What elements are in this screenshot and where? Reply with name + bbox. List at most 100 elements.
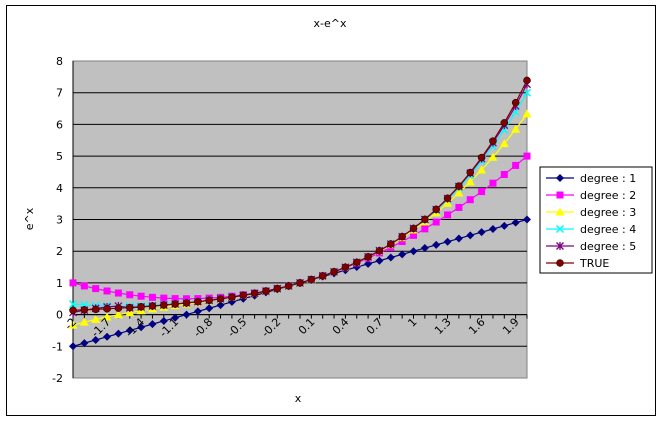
data-point — [194, 297, 202, 306]
data-point — [68, 300, 78, 309]
data-point — [454, 234, 463, 243]
data-point — [478, 188, 486, 196]
data-point — [182, 310, 191, 319]
data-point — [79, 317, 89, 326]
data-point — [500, 119, 509, 127]
data-point — [148, 320, 157, 329]
data-point — [522, 109, 532, 118]
data-point — [511, 98, 520, 107]
data-point — [330, 268, 338, 276]
legend-marker — [556, 174, 564, 182]
data-point — [69, 306, 77, 315]
y-tick-label: 2 — [56, 245, 63, 258]
data-point — [171, 313, 180, 322]
data-point — [193, 307, 202, 316]
data-point — [488, 225, 497, 234]
data-point — [296, 279, 304, 287]
legend-marker — [556, 242, 564, 250]
data-point — [353, 258, 361, 267]
data-point — [182, 299, 191, 307]
data-point — [148, 293, 156, 301]
data-point — [69, 342, 77, 351]
data-point — [511, 124, 521, 133]
data-point — [398, 238, 406, 246]
data-point — [262, 287, 270, 295]
data-point — [126, 291, 134, 299]
data-point — [183, 295, 190, 303]
y-tick-label: 8 — [56, 55, 63, 68]
data-point — [465, 177, 475, 186]
data-point — [126, 303, 134, 312]
data-point — [102, 312, 112, 321]
legend-marker — [556, 191, 564, 199]
data-point — [387, 240, 395, 248]
data-point — [114, 289, 122, 297]
data-point — [489, 179, 497, 187]
data-point — [80, 282, 88, 290]
data-point — [171, 295, 179, 303]
data-point — [421, 215, 429, 224]
data-point — [91, 314, 101, 323]
data-point — [375, 247, 384, 255]
data-point — [284, 282, 293, 290]
data-point — [523, 76, 531, 85]
data-point — [444, 211, 452, 219]
y-tick-label: 4 — [56, 182, 63, 195]
data-point — [409, 247, 418, 256]
data-point — [443, 237, 452, 246]
data-point — [477, 228, 486, 237]
series-6 — [69, 76, 531, 315]
data-point — [443, 194, 452, 203]
legend-marker — [555, 207, 565, 216]
data-point — [125, 326, 134, 335]
data-point — [205, 296, 213, 305]
data-point — [69, 279, 77, 287]
y-tick-label: 7 — [56, 87, 63, 100]
data-point — [523, 152, 531, 160]
y-axis-label: e^x — [23, 207, 36, 230]
data-point — [68, 320, 78, 329]
data-point — [91, 335, 100, 344]
data-point — [137, 303, 145, 311]
y-tick-label: 0 — [56, 309, 63, 322]
data-point — [114, 329, 123, 338]
data-point — [114, 304, 123, 312]
data-point — [499, 139, 509, 148]
legend-label: TRUE — [579, 257, 609, 270]
data-point — [250, 289, 259, 298]
data-point — [409, 224, 418, 233]
y-tick-label: 1 — [56, 277, 63, 290]
data-point — [421, 225, 429, 233]
data-point — [477, 153, 486, 162]
data-point — [511, 218, 520, 227]
data-point — [455, 203, 463, 211]
data-point — [80, 339, 89, 348]
data-point — [410, 231, 417, 239]
data-point — [159, 316, 168, 325]
data-point — [171, 300, 179, 308]
legend-label: degree : 4 — [580, 223, 636, 236]
data-point — [364, 259, 373, 268]
data-point — [216, 301, 225, 310]
data-point — [432, 240, 441, 249]
data-point — [103, 287, 111, 295]
data-point — [137, 323, 146, 332]
data-point — [318, 272, 327, 280]
data-point — [205, 304, 214, 313]
legend-label: degree : 5 — [580, 240, 636, 253]
data-point — [160, 301, 168, 309]
data-point — [341, 263, 350, 272]
legend-label: degree : 2 — [580, 189, 636, 202]
y-tick-label: -1 — [52, 340, 63, 353]
data-point — [466, 168, 474, 177]
data-point — [443, 198, 453, 207]
data-point — [454, 188, 464, 197]
legend-label: degree : 1 — [580, 172, 636, 185]
series-group — [68, 76, 532, 351]
data-point — [386, 253, 395, 262]
data-point — [91, 305, 100, 314]
data-point — [125, 308, 135, 317]
data-point — [216, 295, 225, 303]
legend-label: degree : 3 — [580, 206, 636, 219]
